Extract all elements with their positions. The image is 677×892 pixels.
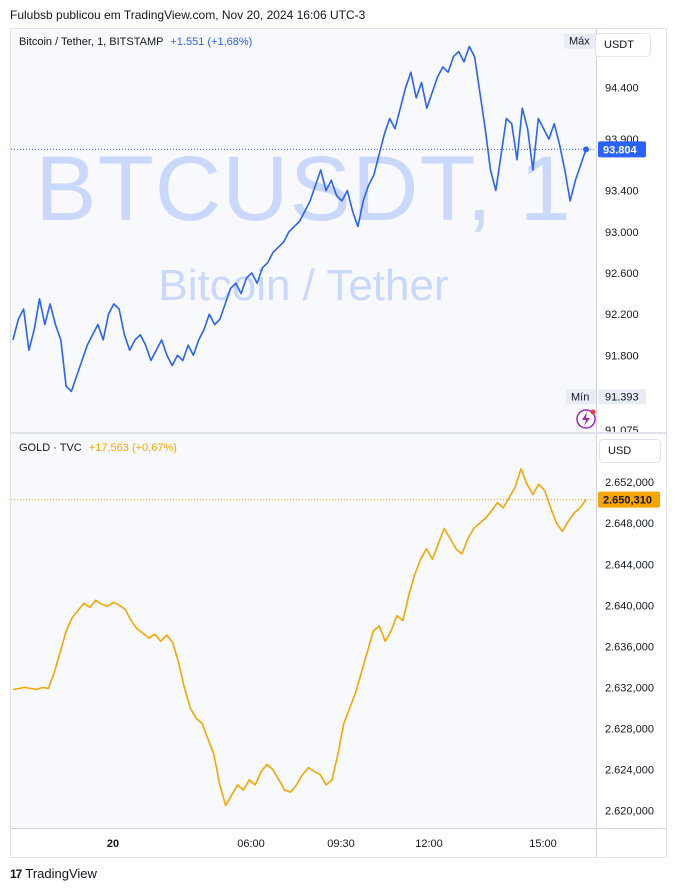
btc-currency-button[interactable]: USDT xyxy=(595,33,651,57)
price-tick-label: 92.600 xyxy=(605,268,639,280)
min-label: Mín xyxy=(571,391,589,403)
min-value: 91.393 xyxy=(605,391,639,403)
time-tick-label: 12:00 xyxy=(415,838,443,850)
price-tick-label: 2.620,000 xyxy=(605,806,654,818)
publisher-header: Fulubsb publicou em TradingView.com, Nov… xyxy=(10,8,366,22)
gold-pane[interactable]: GOLD · TVC +17,563 (+0,67%) xyxy=(11,434,596,828)
symbol-watermark: BTCUSDT, 1 xyxy=(35,138,572,240)
price-series-line xyxy=(12,468,587,807)
footer-brand: TradingView xyxy=(25,866,97,881)
tradingview-logo-icon: 17 xyxy=(10,866,22,881)
lightning-alert-icon[interactable] xyxy=(576,409,596,429)
gold-legend-symbol: GOLD · TVC xyxy=(19,442,82,454)
time-tick-label: 09:30 xyxy=(327,838,355,850)
symbol-name-watermark: Bitcoin / Tether xyxy=(158,261,449,310)
price-tick-label: 2.636,000 xyxy=(605,641,654,653)
pane-separator[interactable] xyxy=(11,432,666,434)
gold-currency-button[interactable]: USD xyxy=(599,439,661,463)
time-axis-corner xyxy=(596,828,666,857)
btc-price-chart: Máx Mín xyxy=(11,33,596,429)
price-tick-label: 93.400 xyxy=(605,186,639,198)
price-tick-label: 2.628,000 xyxy=(605,724,654,736)
last-price-dot xyxy=(583,146,589,153)
btc-legend[interactable]: Bitcoin / Tether, 1, BITSTAMP +1.551 (+1… xyxy=(19,36,252,48)
price-tick-label: 93.000 xyxy=(605,227,639,239)
last-price-value: 2.650,310 xyxy=(603,495,652,507)
btc-legend-change: +1.551 (+1,68%) xyxy=(170,36,253,48)
footer[interactable]: 17 TradingView xyxy=(10,866,97,881)
btc-price-axis[interactable]: 94.400 93.900 93.400 93.000 92.600 92.200 91.8… xyxy=(596,29,666,437)
time-tick-label: 20 xyxy=(107,838,119,850)
gold-price-axis-labels: 2.652,000 2.648,000 2.644,000 2.640,000 2.63… xyxy=(598,477,660,818)
time-axis[interactable]: 20 06:00 09:30 12:00 15:00 xyxy=(11,828,596,857)
min-label-bg xyxy=(566,389,596,405)
gold-price-chart xyxy=(11,468,596,807)
max-label: Máx xyxy=(569,36,590,48)
gold-price-axis[interactable]: 2.652,000 2.648,000 2.644,000 2.640,000 2.63… xyxy=(596,434,666,828)
price-tick-label: 2.632,000 xyxy=(605,682,654,694)
last-price-tag xyxy=(598,141,646,158)
max-label-bg xyxy=(564,33,596,49)
chart-frame: BTCUSDT, 1 Bitcoin / Tether Máx Mín Bitco… xyxy=(10,28,667,858)
price-tick-label: 2.624,000 xyxy=(605,765,654,777)
price-tick-label: 91.800 xyxy=(605,350,639,362)
price-tick-label: 2.640,000 xyxy=(605,600,654,612)
gold-legend[interactable]: GOLD · TVC +17,563 (+0,67%) xyxy=(19,442,177,454)
btc-pane[interactable]: BTCUSDT, 1 Bitcoin / Tether Máx Mín Bitco… xyxy=(11,29,596,432)
min-value-bg xyxy=(598,389,646,405)
last-price-value: 93.804 xyxy=(603,144,638,156)
time-axis-labels: 20 06:00 09:30 12:00 15:00 xyxy=(107,838,557,850)
gold-legend-change: +17,563 (+0,67%) xyxy=(88,442,177,454)
price-tick-label: 2.648,000 xyxy=(605,518,654,530)
time-tick-label: 06:00 xyxy=(237,838,265,850)
btc-legend-symbol: Bitcoin / Tether, 1, BITSTAMP xyxy=(19,36,164,48)
price-tick-label: 94.400 xyxy=(605,83,639,95)
last-price-tag xyxy=(598,491,660,508)
btc-price-axis-labels: 94.40093.90093.40093.00092.60092.20091.8… xyxy=(598,33,646,437)
price-series-line xyxy=(12,45,587,393)
price-tick-label: 2.652,000 xyxy=(605,477,654,489)
price-tick-label: 92.200 xyxy=(605,309,639,321)
time-tick-label: 15:00 xyxy=(529,838,557,850)
price-tick-label: 2.644,000 xyxy=(605,559,654,571)
